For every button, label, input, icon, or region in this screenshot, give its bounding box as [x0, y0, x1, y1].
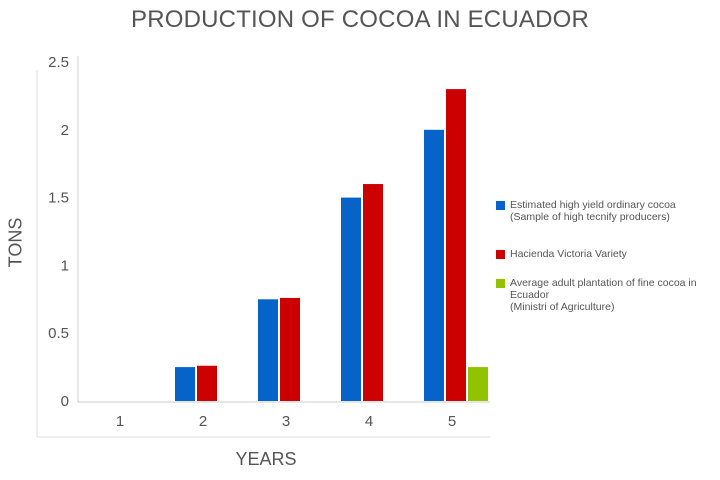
chart-title: PRODUCTION OF COCOA IN ECUADOR — [130, 6, 590, 33]
y-tick-label: 0.5 — [48, 325, 69, 342]
x-tick-label: 5 — [448, 413, 456, 430]
legend-swatch-blue — [496, 201, 505, 210]
legend-item-high-yield: Estimated high yield ordinary cocoa (Sam… — [496, 199, 718, 223]
legend: Estimated high yield ordinary cocoa (Sam… — [496, 199, 718, 313]
y-tick-label: 0 — [61, 393, 69, 410]
legend-item-hacienda-victoria: Hacienda Victoria Variety — [496, 248, 718, 260]
legend-note: (Ministri of Agriculture) — [510, 301, 615, 313]
y-tick-label: 1.5 — [48, 190, 69, 207]
bar-series-1-year-4 — [341, 197, 361, 401]
bar-series-1-year-2 — [175, 367, 195, 401]
bar-series-2-year-5 — [446, 89, 466, 402]
bar-series-3-year-5 — [468, 367, 488, 401]
bar-series-2-year-4 — [363, 184, 383, 401]
x-tick-label: 1 — [116, 413, 124, 430]
legend-label: Average adult plantation of fine cocoa i… — [510, 277, 697, 301]
x-tick-label: 3 — [282, 413, 290, 430]
y-tick-label: 2 — [61, 122, 69, 139]
bar-series-1-year-3 — [258, 299, 278, 401]
x-axis-label: YEARS — [235, 449, 297, 469]
y-tick-label: 1 — [61, 257, 69, 274]
legend-item-fine-cocoa: Average adult plantation of fine cocoa i… — [496, 277, 718, 313]
bar-series-2-year-3 — [280, 297, 300, 401]
x-tick-label: 2 — [199, 413, 207, 430]
legend-label: Hacienda Victoria Variety — [510, 248, 627, 260]
bar-series-2-year-2 — [197, 365, 217, 401]
legend-swatch-red — [496, 250, 505, 259]
legend-swatch-green — [496, 279, 505, 288]
y-tick-label: 2.5 — [48, 54, 69, 71]
x-tick-label: 4 — [365, 413, 373, 430]
legend-label: Estimated high yield ordinary cocoa — [510, 199, 676, 211]
bar-series-1-year-5 — [424, 129, 444, 402]
legend-note: (Sample of high tecnify producers) — [510, 211, 670, 223]
